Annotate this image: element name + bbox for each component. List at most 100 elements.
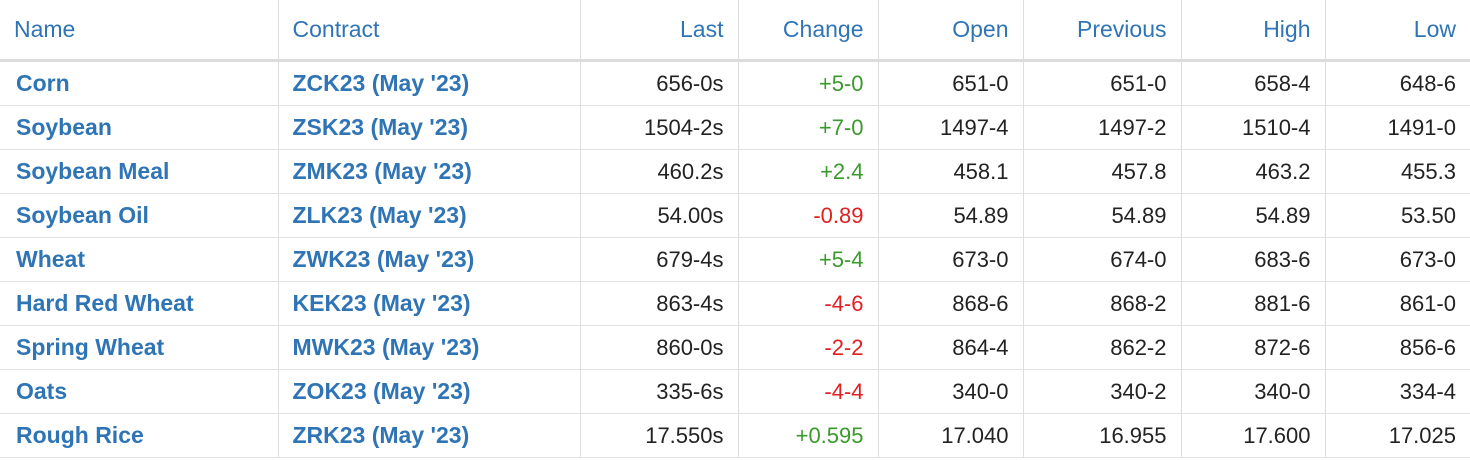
high-price-cell: 340-0 [1181,369,1326,414]
commodity-name-link[interactable]: Hard Red Wheat [16,290,194,316]
column-header-last[interactable]: Last [580,0,739,62]
low-price-cell: 53.50 [1325,193,1470,238]
contract-link[interactable]: ZCK23 (May '23) [292,70,470,96]
table-row: Corn ZCK23 (May '23) 656-0s +5-0 651-0 651-0 6… [0,60,1470,106]
high-price-cell: 658-4 [1181,60,1326,106]
low-price-cell: 455.3 [1325,149,1470,194]
contract-link[interactable]: KEK23 (May '23) [292,290,471,316]
open-price-cell: 340-0 [878,369,1024,414]
name-cell: Hard Red Wheat [0,281,279,326]
open-price-cell: 17.040 [878,413,1024,458]
contract-cell: ZOK23 (May '23) [278,369,581,414]
column-header-high[interactable]: High [1181,0,1326,62]
high-price-cell: 1510-4 [1181,105,1326,150]
contract-cell: ZLK23 (May '23) [278,193,581,238]
change-cell: -2-2 [738,325,879,370]
contract-link[interactable]: MWK23 (May '23) [292,334,480,360]
change-cell: +2.4 [738,149,879,194]
contract-cell: KEK23 (May '23) [278,281,581,326]
table-row: Oats ZOK23 (May '23) 335-6s -4-4 340-0 340-2 3… [0,369,1470,414]
previous-price-cell: 651-0 [1023,60,1182,106]
open-price-cell: 864-4 [878,325,1024,370]
high-price-cell: 17.600 [1181,413,1326,458]
name-cell: Corn [0,60,279,106]
commodity-name-link[interactable]: Wheat [16,246,85,272]
contract-cell: ZMK23 (May '23) [278,149,581,194]
low-price-cell: 1491-0 [1325,105,1470,150]
last-price-cell: 860-0s [580,325,739,370]
contract-link[interactable]: ZSK23 (May '23) [292,114,468,140]
column-header-contract[interactable]: Contract [278,0,581,62]
last-price-cell: 54.00s [580,193,739,238]
commodity-name-link[interactable]: Rough Rice [16,422,144,448]
column-header-low[interactable]: Low [1325,0,1470,62]
change-cell: +5-4 [738,237,879,282]
previous-price-cell: 868-2 [1023,281,1182,326]
previous-price-cell: 674-0 [1023,237,1182,282]
column-header-name[interactable]: Name [0,0,279,62]
change-cell: +5-0 [738,60,879,106]
contract-link[interactable]: ZMK23 (May '23) [292,158,472,184]
open-price-cell: 651-0 [878,60,1024,106]
contract-cell: ZSK23 (May '23) [278,105,581,150]
column-header-change[interactable]: Change [738,0,879,62]
table-row: Hard Red Wheat KEK23 (May '23) 863-4s -4-6 8… [0,281,1470,326]
commodity-name-link[interactable]: Oats [16,378,68,404]
change-cell: +0.595 [738,413,879,458]
previous-price-cell: 457.8 [1023,149,1182,194]
contract-link[interactable]: ZWK23 (May '23) [292,246,475,272]
previous-price-cell: 1497-2 [1023,105,1182,150]
last-price-cell: 656-0s [580,60,739,106]
open-price-cell: 458.1 [878,149,1024,194]
low-price-cell: 861-0 [1325,281,1470,326]
high-price-cell: 463.2 [1181,149,1326,194]
high-price-cell: 881-6 [1181,281,1326,326]
contract-link[interactable]: ZRK23 (May '23) [292,422,470,448]
last-price-cell: 863-4s [580,281,739,326]
previous-price-cell: 862-2 [1023,325,1182,370]
name-cell: Rough Rice [0,413,279,458]
name-cell: Soybean Oil [0,193,279,238]
column-header-open[interactable]: Open [878,0,1024,62]
contract-cell: MWK23 (May '23) [278,325,581,370]
change-cell: -4-4 [738,369,879,414]
last-price-cell: 460.2s [580,149,739,194]
table-row: Spring Wheat MWK23 (May '23) 860-0s -2-2 864… [0,325,1470,370]
name-cell: Wheat [0,237,279,282]
name-cell: Soybean [0,105,279,150]
name-cell: Spring Wheat [0,325,279,370]
table-row: Soybean Oil ZLK23 (May '23) 54.00s -0.89 54.… [0,193,1470,238]
high-price-cell: 683-6 [1181,237,1326,282]
commodity-name-link[interactable]: Soybean Meal [16,158,170,184]
contract-link[interactable]: ZOK23 (May '23) [292,378,471,404]
table-row: Soybean ZSK23 (May '23) 1504-2s +7-0 1497-4 1… [0,105,1470,150]
change-cell: -4-6 [738,281,879,326]
last-price-cell: 1504-2s [580,105,739,150]
table-body: Corn ZCK23 (May '23) 656-0s +5-0 651-0 651-0 6… [0,60,1470,458]
open-price-cell: 54.89 [878,193,1024,238]
high-price-cell: 54.89 [1181,193,1326,238]
previous-price-cell: 54.89 [1023,193,1182,238]
previous-price-cell: 340-2 [1023,369,1182,414]
table-row: Soybean Meal ZMK23 (May '23) 460.2s +2.4 458… [0,149,1470,194]
column-header-previous[interactable]: Previous [1023,0,1182,62]
commodity-name-link[interactable]: Soybean [16,114,112,140]
low-price-cell: 673-0 [1325,237,1470,282]
name-cell: Soybean Meal [0,149,279,194]
table-row: Wheat ZWK23 (May '23) 679-4s +5-4 673-0 674-0… [0,237,1470,282]
contract-cell: ZWK23 (May '23) [278,237,581,282]
open-price-cell: 1497-4 [878,105,1024,150]
commodity-name-link[interactable]: Corn [16,70,70,96]
commodity-name-link[interactable]: Soybean Oil [16,202,149,228]
change-cell: +7-0 [738,105,879,150]
last-price-cell: 335-6s [580,369,739,414]
contract-link[interactable]: ZLK23 (May '23) [292,202,467,228]
open-price-cell: 868-6 [878,281,1024,326]
change-cell: -0.89 [738,193,879,238]
previous-price-cell: 16.955 [1023,413,1182,458]
contract-cell: ZCK23 (May '23) [278,60,581,106]
commodity-name-link[interactable]: Spring Wheat [16,334,165,360]
low-price-cell: 17.025 [1325,413,1470,458]
contract-cell: ZRK23 (May '23) [278,413,581,458]
